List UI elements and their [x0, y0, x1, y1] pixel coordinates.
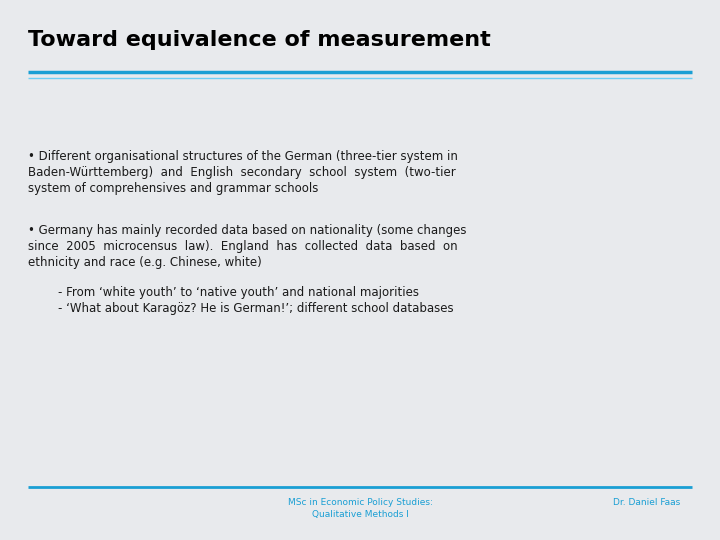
- Text: since  2005  microcensus  law).  England  has  collected  data  based  on: since 2005 microcensus law). England has…: [28, 240, 458, 253]
- Text: - ‘What about Karagöz? He is German!’; different school databases: - ‘What about Karagöz? He is German!’; d…: [28, 302, 454, 315]
- Text: • Germany has mainly recorded data based on nationality (some changes: • Germany has mainly recorded data based…: [28, 224, 467, 237]
- Text: MSc in Economic Policy Studies:
Qualitative Methods I: MSc in Economic Policy Studies: Qualitat…: [287, 498, 433, 519]
- Text: ethnicity and race (e.g. Chinese, white): ethnicity and race (e.g. Chinese, white): [28, 256, 262, 269]
- Text: Toward equivalence of measurement: Toward equivalence of measurement: [28, 30, 491, 50]
- Text: system of comprehensives and grammar schools: system of comprehensives and grammar sch…: [28, 182, 318, 195]
- Text: Baden-Württemberg)  and  English  secondary  school  system  (two-tier: Baden-Württemberg) and English secondary…: [28, 166, 456, 179]
- Text: • Different organisational structures of the German (three-tier system in: • Different organisational structures of…: [28, 150, 458, 163]
- Text: - From ‘white youth’ to ‘native youth’ and national majorities: - From ‘white youth’ to ‘native youth’ a…: [28, 286, 419, 299]
- Text: Dr. Daniel Faas: Dr. Daniel Faas: [613, 498, 680, 507]
